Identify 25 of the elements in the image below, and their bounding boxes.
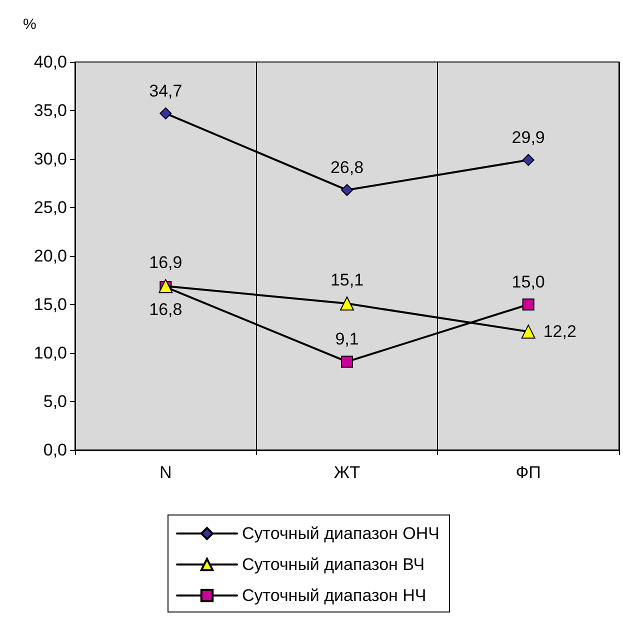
legend-label: Суточный диапазон НЧ (242, 586, 426, 605)
x-tick-label: ЖТ (334, 463, 360, 482)
y-tick-label: 35,0 (34, 101, 67, 120)
y-tick-label: 40,0 (34, 52, 67, 72)
data-label: 9,1 (335, 330, 359, 349)
legend-label: Суточный диапазон ВЧ (242, 555, 425, 574)
y-tick-label: 15,0 (34, 295, 67, 314)
y-tick-label: 30,0 (34, 150, 67, 168)
y-tick-label: 20,0 (34, 246, 67, 266)
data-label: 15,1 (330, 270, 364, 290)
data-label: 15,0 (512, 272, 545, 292)
data-label: 12,2 (543, 322, 576, 342)
y-tick-label: 25,0 (34, 198, 67, 217)
data-label: 16,8 (149, 300, 182, 320)
y-axis-title: % (23, 16, 36, 33)
data-label: 34,7 (149, 81, 182, 100)
y-tick-label: 5,0 (43, 392, 67, 411)
data-label: 29,9 (512, 128, 545, 147)
x-tick-label: N (160, 463, 172, 482)
data-label: 26,8 (330, 158, 364, 178)
data-label: 16,9 (149, 253, 182, 272)
legend-label: Суточный диапазон ОНЧ (242, 524, 440, 543)
x-tick-label: ФП (516, 463, 541, 482)
y-tick-label: 10,0 (34, 344, 67, 362)
y-tick-label: 0,0 (43, 440, 67, 460)
